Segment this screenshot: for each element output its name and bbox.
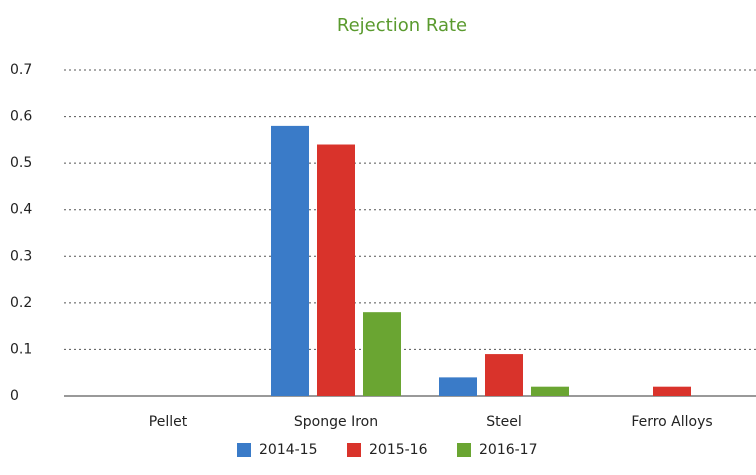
y-tick-label: 0.7: [10, 62, 32, 78]
legend-swatch: [237, 443, 251, 457]
bar: [363, 312, 401, 396]
legend-swatch: [457, 443, 471, 457]
y-tick-label: 0.4: [10, 202, 32, 218]
y-tick-label: 0.3: [10, 248, 32, 264]
bar: [653, 386, 691, 396]
x-tick-label: Pellet: [149, 414, 188, 430]
legend-label: 2016-17: [479, 442, 538, 458]
legend-label: 2014-15: [259, 442, 318, 458]
y-tick-label: 0.1: [10, 341, 32, 357]
y-tick-label: 0: [10, 388, 19, 404]
legend-label: 2015-16: [369, 442, 428, 458]
y-tick-label: 0.6: [10, 109, 32, 125]
y-tick-label: 0.5: [10, 155, 32, 171]
bar: [439, 377, 477, 396]
bar: [271, 125, 309, 396]
x-tick-label: Ferro Alloys: [631, 414, 712, 430]
y-tick-label: 0.2: [10, 295, 32, 311]
bar: [317, 144, 355, 396]
bar: [531, 386, 569, 396]
chart-title: Rejection Rate: [337, 15, 467, 36]
bar: [485, 354, 523, 396]
x-tick-label: Sponge Iron: [294, 414, 378, 430]
legend-swatch: [347, 443, 361, 457]
x-tick-label: Steel: [486, 414, 522, 430]
